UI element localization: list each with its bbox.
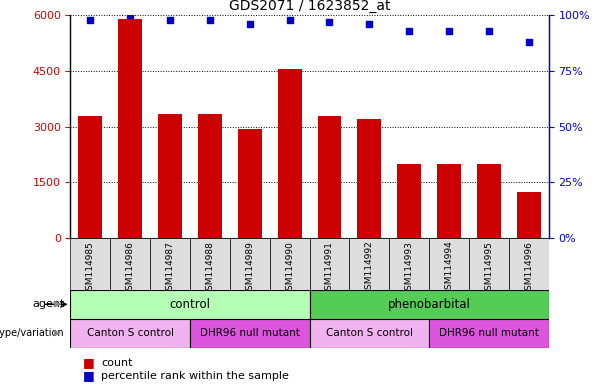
- Bar: [429, 238, 469, 290]
- Point: [484, 28, 494, 34]
- Bar: [190, 238, 230, 290]
- Text: GSM114987: GSM114987: [166, 241, 175, 296]
- Text: count: count: [101, 358, 132, 368]
- Text: DHR96 null mutant: DHR96 null mutant: [200, 328, 300, 338]
- Text: GSM114991: GSM114991: [325, 241, 334, 296]
- Point: [166, 17, 175, 23]
- Bar: [310, 319, 429, 348]
- Bar: [70, 319, 190, 348]
- Text: phenobarbital: phenobarbital: [387, 298, 471, 311]
- Bar: [437, 164, 461, 238]
- Point: [405, 28, 414, 34]
- Bar: [238, 129, 262, 238]
- Point: [245, 21, 255, 27]
- Bar: [397, 164, 421, 238]
- Bar: [70, 238, 110, 290]
- Bar: [150, 238, 190, 290]
- Bar: [278, 69, 302, 238]
- Text: GSM114996: GSM114996: [524, 241, 533, 296]
- Bar: [270, 238, 310, 290]
- Text: GSM114985: GSM114985: [86, 241, 95, 296]
- Point: [86, 17, 96, 23]
- Bar: [310, 238, 349, 290]
- Title: GDS2071 / 1623852_at: GDS2071 / 1623852_at: [229, 0, 390, 13]
- Bar: [509, 238, 549, 290]
- Text: GSM114988: GSM114988: [205, 241, 215, 296]
- Text: GSM114995: GSM114995: [484, 241, 493, 296]
- Text: agent: agent: [32, 299, 64, 310]
- Text: GSM114992: GSM114992: [365, 241, 374, 295]
- Text: GSM114994: GSM114994: [444, 241, 454, 295]
- Bar: [310, 290, 549, 319]
- Text: ■: ■: [83, 356, 94, 369]
- Text: ■: ■: [83, 369, 94, 382]
- Point: [325, 19, 335, 25]
- Text: percentile rank within the sample: percentile rank within the sample: [101, 371, 289, 381]
- Text: GSM114986: GSM114986: [126, 241, 135, 296]
- Text: GSM114989: GSM114989: [245, 241, 254, 296]
- Text: Canton S control: Canton S control: [326, 328, 413, 338]
- Bar: [318, 116, 341, 238]
- Point: [524, 39, 533, 45]
- Bar: [349, 238, 389, 290]
- Bar: [477, 164, 501, 238]
- Text: DHR96 null mutant: DHR96 null mutant: [439, 328, 539, 338]
- Bar: [389, 238, 429, 290]
- Point: [125, 12, 135, 18]
- Text: control: control: [170, 298, 210, 311]
- Text: GSM114990: GSM114990: [285, 241, 294, 296]
- Bar: [110, 238, 150, 290]
- Bar: [198, 114, 222, 238]
- Text: genotype/variation: genotype/variation: [0, 328, 64, 338]
- Bar: [429, 319, 549, 348]
- Bar: [118, 19, 142, 238]
- Bar: [357, 119, 381, 238]
- Bar: [158, 114, 182, 238]
- Text: Canton S control: Canton S control: [87, 328, 173, 338]
- Text: GSM114993: GSM114993: [405, 241, 414, 296]
- Point: [284, 17, 294, 23]
- Bar: [230, 238, 270, 290]
- Point: [205, 17, 215, 23]
- Bar: [469, 238, 509, 290]
- Bar: [517, 192, 541, 238]
- Bar: [70, 290, 310, 319]
- Bar: [78, 116, 102, 238]
- Bar: [190, 319, 310, 348]
- Point: [444, 28, 454, 34]
- Point: [364, 21, 374, 27]
